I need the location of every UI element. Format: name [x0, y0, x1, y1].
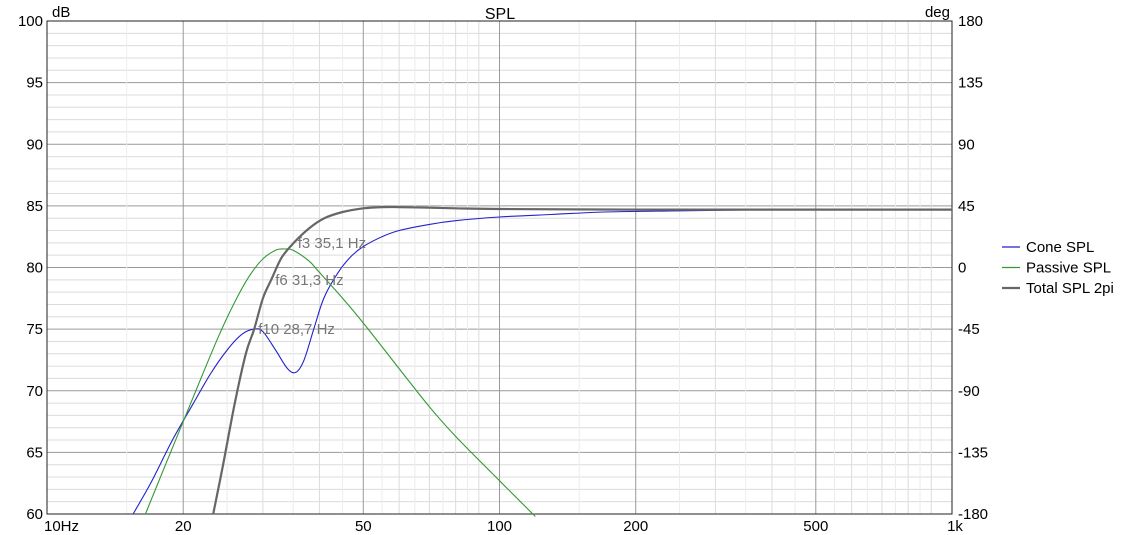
y-tick-label-right: -135 — [958, 444, 988, 461]
frequency-annotation: f6 31,3 Hz — [275, 272, 343, 289]
series-line-total-spl-2pi — [212, 205, 953, 515]
annotations: f3 35,1 Hz f6 31,3 Hz f10 28,7 Hz — [258, 235, 366, 338]
y-tick-label-left: 70 — [26, 383, 43, 400]
y-tick-label-right: 45 — [958, 198, 975, 215]
frequency-annotation: f3 35,1 Hz — [298, 235, 366, 252]
y-axis-label-right: deg — [925, 4, 950, 21]
legend-label: Total SPL 2pi — [1026, 280, 1114, 297]
y-tick-label-left: 75 — [26, 321, 43, 338]
y-tick-label-left: 95 — [26, 75, 43, 92]
y-tick-label-right: 0 — [958, 260, 966, 277]
x-tick-label: 200 — [623, 518, 648, 535]
y-tick-label-right: 90 — [958, 136, 975, 153]
y-tick-label-left: 85 — [26, 198, 43, 215]
x-tick-label: 1k — [947, 518, 963, 535]
y-tick-label-left: 90 — [26, 136, 43, 153]
series-line-passive-spl — [144, 248, 536, 517]
y-tick-label-left: 65 — [26, 444, 43, 461]
y-tick-label-right: -45 — [958, 321, 980, 338]
y-axis-label-left: dB — [52, 4, 70, 21]
x-tick-label: 50 — [355, 518, 372, 535]
series-curves — [132, 205, 953, 517]
series-line-cone-spl — [132, 208, 953, 515]
y-tick-label-right: -90 — [958, 383, 980, 400]
y-tick-label-left: 80 — [26, 260, 43, 277]
chart-title: SPL — [485, 6, 515, 23]
y-tick-label-right: -180 — [958, 506, 988, 523]
x-tick-label: 10Hz — [44, 518, 79, 535]
y-tick-label-right: 180 — [958, 13, 983, 30]
frequency-annotation: f10 28,7 Hz — [258, 321, 335, 338]
grid — [46, 20, 953, 515]
x-tick-label: 100 — [487, 518, 512, 535]
plot-frame — [46, 20, 953, 515]
axis-labels: 60 65 70 75 80 85 90 95 100 -180 -135 -90 -45 0 45 90 13… — [18, 4, 988, 535]
legend: Cone SPL Passive SPL Total SPL 2pi — [1002, 239, 1114, 297]
x-tick-label: 20 — [175, 518, 192, 535]
y-tick-label-right: 135 — [958, 75, 983, 92]
x-tick-label: 500 — [803, 518, 828, 535]
legend-label: Passive SPL — [1026, 260, 1111, 277]
y-tick-label-left: 100 — [18, 13, 43, 30]
y-tick-label-left: 60 — [26, 506, 43, 523]
legend-label: Cone SPL — [1026, 239, 1094, 256]
